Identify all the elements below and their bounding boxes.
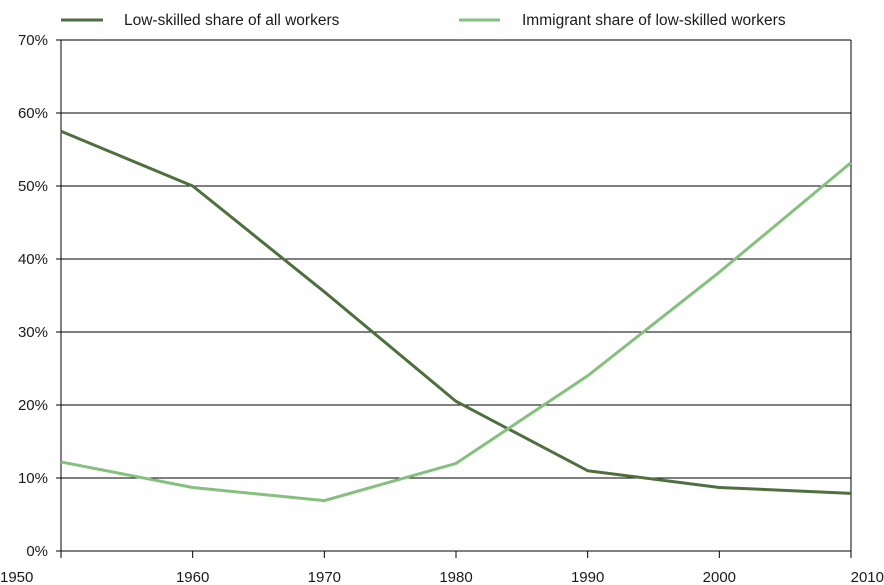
- x-tick-label: 2010: [851, 569, 884, 585]
- legend-label-1: Immigrant share of low-skilled workers: [522, 12, 786, 29]
- y-tick-label: 60%: [18, 105, 48, 122]
- x-tick-label: 1960: [176, 569, 209, 585]
- y-tick-label: 20%: [18, 397, 48, 414]
- axes: [56, 39, 852, 558]
- series-lines: [60, 129, 852, 503]
- y-tick-label: 0%: [26, 543, 48, 560]
- gridlines: [61, 39, 851, 479]
- x-tick-label: 1950: [0, 569, 33, 585]
- x-tick-label: 1970: [308, 569, 341, 585]
- x-axis-tick-labels: 1950 1960 1970 1980 1990 2000 2010: [0, 569, 884, 585]
- y-tick-label: 30%: [18, 324, 48, 341]
- legend: Low-skilled share of all workers Immigran…: [61, 12, 786, 29]
- y-axis-tick-labels: 0% 10% 20% 30% 40% 50% 60% 70%: [18, 32, 48, 560]
- x-tick-label: 1980: [439, 569, 472, 585]
- y-tick-label: 40%: [18, 251, 48, 268]
- x-tick-label: 1990: [571, 569, 604, 585]
- y-tick-label: 10%: [18, 470, 48, 487]
- y-tick-label: 70%: [18, 32, 48, 49]
- x-tick-label: 2000: [703, 569, 736, 585]
- y-tick-label: 50%: [18, 178, 48, 195]
- legend-label-0: Low-skilled share of all workers: [124, 12, 340, 29]
